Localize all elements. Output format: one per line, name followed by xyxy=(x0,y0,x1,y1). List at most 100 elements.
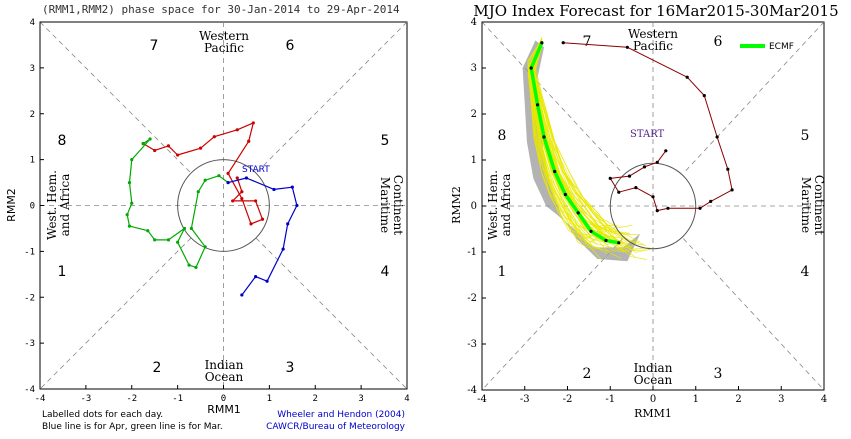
observed-and-forecast-trajectory-point xyxy=(702,94,706,98)
right-ylabel: RMM2 xyxy=(450,186,463,224)
mar-trajectory-point xyxy=(189,226,193,231)
left-credit-line-2: CAWCR/Bureau of Meteorology xyxy=(266,422,406,432)
right-ensemble-spread xyxy=(522,40,641,262)
mar-trajectory-point xyxy=(203,178,207,182)
right-ytick-label: -2 xyxy=(467,293,477,304)
left-grid-diagonal xyxy=(255,237,408,390)
right-ytick-label: 1 xyxy=(471,155,477,166)
mar-trajectory-point xyxy=(166,238,171,242)
right-xlabel: RMM1 xyxy=(634,407,672,420)
ensemble-member-line xyxy=(534,45,653,253)
apr-trajectory-point xyxy=(226,180,230,185)
observed-and-forecast-trajectory-point xyxy=(664,149,668,153)
left-region-top-2: Pacific xyxy=(204,41,244,55)
right-xtick-label: 4 xyxy=(821,394,827,405)
observed-and-forecast-trajectory-point xyxy=(625,45,629,49)
ensemble-mean-line-point xyxy=(535,103,540,107)
jan-feb-trajectory-point xyxy=(212,135,216,139)
apr-trajectory-point xyxy=(295,203,299,208)
mar-trajectory-point xyxy=(176,240,180,244)
left-phase-2: 2 xyxy=(153,360,162,376)
jan-feb-trajectory-point xyxy=(231,199,235,203)
mar-trajectory-point xyxy=(194,265,198,270)
right-xtick-label: 1 xyxy=(693,394,699,405)
right-ytick-label: -3 xyxy=(467,339,477,350)
ensemble-member-line xyxy=(533,47,645,245)
observed-and-forecast-trajectory-point xyxy=(698,206,702,210)
left-region-top-1: Western xyxy=(199,29,249,43)
apr-trajectory-point xyxy=(265,279,269,283)
right-legend-label: ECMF xyxy=(769,42,794,52)
left-phase-3: 3 xyxy=(286,360,295,376)
right-xtick-label: -1 xyxy=(605,394,615,405)
left-ytick-label: -3 xyxy=(24,339,35,349)
left-ytick-label: -4 xyxy=(24,385,35,395)
left-phase-6: 6 xyxy=(286,38,295,54)
ensemble-mean-line-point xyxy=(576,211,580,215)
mar-trajectory-point xyxy=(141,141,145,146)
right-ytick-label: 3 xyxy=(471,63,477,74)
left-xtick-label: -4 xyxy=(35,394,46,404)
right-phase-1: 1 xyxy=(498,264,507,280)
right-region-left-1: West. Hem. xyxy=(486,170,500,240)
left-xlabel: RMM1 xyxy=(207,403,241,416)
ensemble-mean-line-point xyxy=(540,41,544,45)
apr-trajectory-point xyxy=(290,185,294,189)
left-panel: (RMM1,RMM2) phase space for 30-Jan-2014 … xyxy=(5,3,410,432)
right-grid-diagonal xyxy=(682,21,825,174)
mar-trajectory-point xyxy=(130,201,134,205)
ensemble-spread-area xyxy=(522,40,641,262)
left-ytick-label: 2 xyxy=(30,110,35,120)
mar-trajectory-point xyxy=(130,158,134,162)
mar-trajectory-point xyxy=(148,137,152,141)
jan-feb-trajectory-point xyxy=(249,222,253,226)
jan-feb-trajectory-point xyxy=(235,128,239,132)
left-xtick-label: 4 xyxy=(404,394,409,404)
apr-trajectory-point xyxy=(281,247,285,251)
right-phase-3: 3 xyxy=(714,366,723,382)
left-ytick-label: 1 xyxy=(30,156,35,166)
ensemble-member-line xyxy=(534,43,650,251)
observed-and-forecast-trajectory-point xyxy=(655,209,659,213)
ensemble-member-line xyxy=(532,45,639,252)
jan-feb-trajectory-point xyxy=(198,146,203,150)
right-ticks: -4-4 -3 -3 -2 -2 -1 -1 0 0 1 1 2 2 3 3 4 4 xyxy=(467,17,827,405)
ensemble-member-line xyxy=(532,44,633,228)
observed-and-forecast-trajectory-point xyxy=(651,195,655,199)
left-unit-circle xyxy=(177,159,270,252)
right-phase-7: 7 xyxy=(583,34,592,50)
apr-trajectory-point xyxy=(244,176,249,180)
mar-trajectory-point xyxy=(146,229,150,233)
left-ytick-label: 4 xyxy=(30,18,35,28)
ensemble-mean-line-point xyxy=(589,229,593,233)
right-ytick-label: 4 xyxy=(471,17,477,28)
ensemble-mean-line-point xyxy=(542,135,546,139)
right-phase-6: 6 xyxy=(714,34,723,50)
right-start-label: START xyxy=(630,129,665,140)
right-region-top-1: Western xyxy=(628,27,678,41)
right-region-right-1: Maritime xyxy=(799,177,813,233)
left-phase-4: 4 xyxy=(381,264,390,280)
right-grid-diagonal xyxy=(682,238,825,391)
observed-and-forecast-trajectory-point xyxy=(561,41,565,45)
left-region-left-1: West. Hem. xyxy=(45,170,59,240)
left-footer-line-1: Labelled dots for each day. xyxy=(42,410,163,420)
right-ytick-label: -4 xyxy=(467,385,477,396)
observed-and-forecast-trajectory-point xyxy=(726,167,730,171)
mar-trajectory-point xyxy=(203,245,207,249)
ensemble-mean-line-point xyxy=(553,169,557,174)
observed-and-forecast-trajectory-point xyxy=(655,160,659,164)
left-xtick-label: 3 xyxy=(358,394,363,404)
left-phase-8: 8 xyxy=(58,133,67,149)
left-trajectory xyxy=(125,121,299,297)
right-title: MJO Index Forecast for 16Mar2015-30Mar20… xyxy=(473,2,838,20)
mar-trajectory-point xyxy=(153,238,157,242)
right-grid-diagonal xyxy=(481,238,624,391)
left-xtick-label: 0 xyxy=(221,394,226,404)
right-region-right-2: Continent xyxy=(812,175,826,235)
jan-feb-trajectory-point xyxy=(226,171,230,175)
mar-trajectory xyxy=(126,138,229,268)
right-grid xyxy=(481,21,825,391)
left-region-bottom-1: Indian xyxy=(205,358,244,372)
right-phase-5: 5 xyxy=(801,128,810,144)
